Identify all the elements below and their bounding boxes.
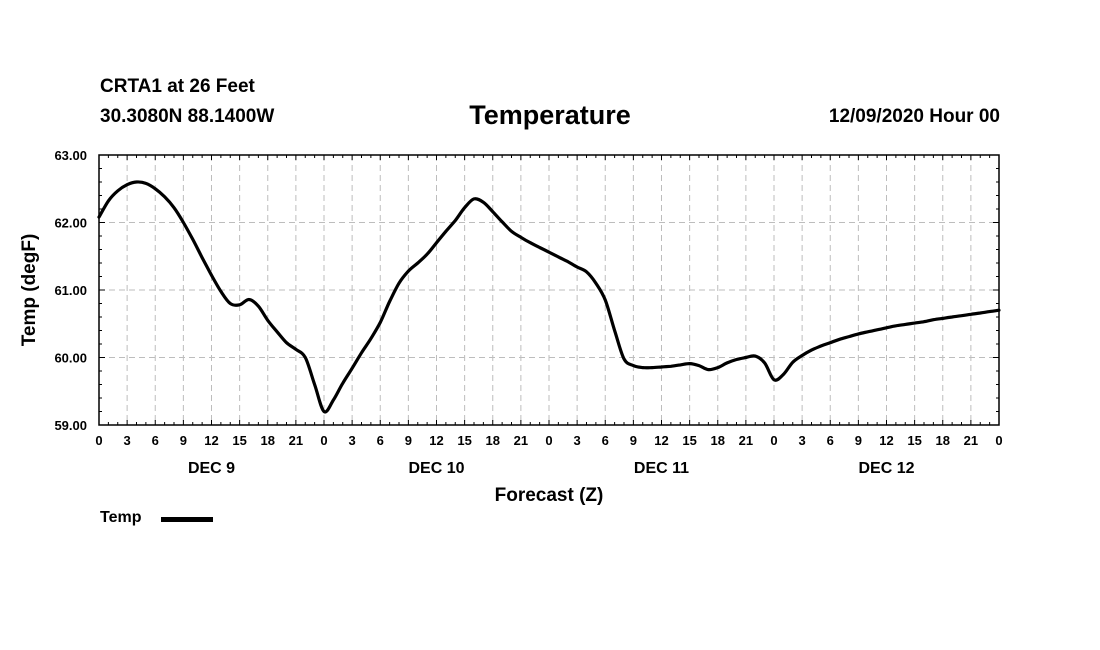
x-tick-label: 12	[879, 433, 893, 448]
x-tick-label: 6	[377, 433, 384, 448]
day-label: DEC 10	[408, 460, 464, 477]
y-tick-label: 59.00	[54, 418, 87, 433]
chart-title: Temperature	[469, 100, 631, 130]
day-label: DEC 9	[188, 460, 235, 477]
x-tick-label: 6	[602, 433, 609, 448]
x-tick-label: 21	[964, 433, 978, 448]
x-tick-label: 9	[630, 433, 637, 448]
x-tick-label: 15	[907, 433, 921, 448]
x-tick-label: 18	[936, 433, 950, 448]
x-tick-label: 15	[457, 433, 471, 448]
x-tick-label: 12	[654, 433, 668, 448]
x-tick-label: 18	[261, 433, 275, 448]
x-tick-label: 12	[429, 433, 443, 448]
forecast-datetime: 12/09/2020 Hour 00	[828, 106, 1000, 127]
day-labels: DEC 9 DEC 10 DEC 11 DEC 12	[188, 460, 915, 477]
y-axis-label: Temp (degF)	[19, 234, 40, 347]
plot-frame	[98, 154, 1000, 426]
day-label: DEC 12	[858, 460, 914, 477]
temp-series-line	[97, 180, 1001, 414]
y-tick-labels: 59.00 60.00 61.00 62.00 63.00	[54, 148, 87, 433]
x-tick-label: 18	[711, 433, 725, 448]
x-tick-label: 9	[855, 433, 862, 448]
x-tick-label: 3	[349, 433, 356, 448]
y-tick-label: 61.00	[54, 283, 87, 298]
x-tick-label: 3	[124, 433, 131, 448]
x-tick-label: 0	[995, 433, 1002, 448]
x-tick-label: 0	[545, 433, 552, 448]
x-tick-label: 21	[289, 433, 303, 448]
x-tick-label: 21	[739, 433, 753, 448]
x-tick-label: 12	[204, 433, 218, 448]
x-tick-labels: 0 3 6 9 12 15 18 21 0 3 6 9 12 15 18 21 0 3 6 9 12 15 18 21 0 3 6 9…	[95, 433, 1002, 448]
x-tick-label: 6	[827, 433, 834, 448]
x-tick-label: 9	[405, 433, 412, 448]
x-axis-label: Forecast (Z)	[495, 485, 604, 506]
x-tick-label: 18	[486, 433, 500, 448]
grid-lines	[99, 155, 999, 425]
day-label: DEC 11	[634, 460, 689, 477]
legend-label: Temp	[100, 509, 142, 526]
x-tick-label: 3	[799, 433, 806, 448]
x-tick-label: 0	[770, 433, 777, 448]
x-tick-label: 9	[180, 433, 187, 448]
x-tick-label: 21	[514, 433, 528, 448]
y-tick-label: 63.00	[54, 148, 87, 163]
x-tick-label: 6	[152, 433, 159, 448]
x-tick-label: 15	[682, 433, 696, 448]
legend-line-swatch	[161, 517, 213, 522]
x-tick-label: 15	[232, 433, 246, 448]
station-label: CRTA1 at 26 Feet	[100, 76, 255, 97]
y-tick-label: 62.00	[54, 216, 87, 231]
x-tick-label: 0	[320, 433, 327, 448]
y-tick-label: 60.00	[54, 351, 87, 366]
coordinates-label: 30.3080N 88.1400W	[100, 106, 275, 127]
x-tick-label: 0	[95, 433, 102, 448]
x-tick-label: 3	[574, 433, 581, 448]
